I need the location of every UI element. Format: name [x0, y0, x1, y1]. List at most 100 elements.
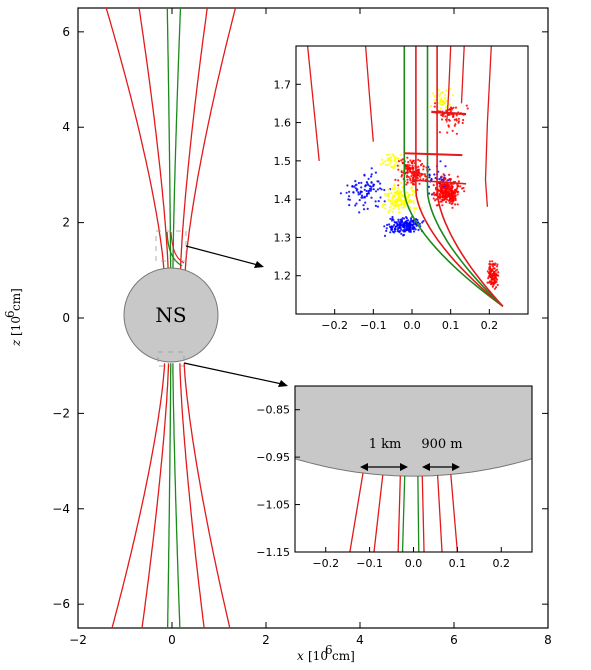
yellow-particle: [440, 97, 443, 100]
blue-particle: [392, 231, 396, 234]
red-particle: [442, 194, 445, 197]
red-particle: [459, 185, 462, 188]
red-particle: [486, 281, 489, 284]
yellow-particle: [388, 209, 391, 212]
red-particle: [449, 200, 452, 203]
inset-top-red-line: [460, 45, 465, 104]
yellow-particle: [386, 163, 389, 167]
blue-particle: [401, 217, 404, 220]
yellow-particle: [400, 168, 403, 171]
main-x-axis-label: x [10 6 cm]: [297, 643, 355, 663]
red-particle: [447, 189, 450, 192]
red-particle: [416, 171, 419, 174]
red-particle: [495, 286, 498, 289]
red-particle: [433, 105, 436, 108]
yellow-particle: [386, 194, 389, 197]
red-particle: [411, 164, 414, 167]
red-particle: [447, 118, 451, 121]
red-particle: [438, 185, 441, 188]
red-particle: [497, 271, 500, 274]
red-particle: [433, 191, 436, 194]
inset-top-streak: [404, 152, 463, 157]
inset-bottom-x-ticks: −0.2 −0.1 0.0 0.1 0.2: [312, 547, 510, 570]
red-particle: [423, 173, 426, 176]
blue-particle: [363, 188, 366, 191]
blue-particle: [374, 190, 378, 193]
blue-particle: [396, 230, 399, 233]
red-particle: [451, 129, 454, 132]
blue-particle: [361, 196, 364, 199]
red-particle: [397, 179, 400, 182]
red-particle: [419, 159, 422, 162]
inset-top-y-tick-label: 1.6: [274, 117, 292, 130]
red-particle: [405, 165, 408, 168]
red-particle: [432, 184, 435, 187]
yellow-particle: [392, 154, 395, 157]
yellow-particle: [387, 192, 390, 195]
red-particle: [443, 198, 446, 201]
yellow-particle: [403, 204, 406, 207]
yellow-particle: [399, 153, 402, 157]
blue-particle: [408, 226, 412, 230]
red-particle: [489, 275, 492, 279]
red-particle: [440, 175, 443, 178]
red-field-line-upper: [179, 7, 208, 273]
red-particle: [457, 180, 460, 183]
red-particle: [405, 175, 408, 178]
blue-particle: [393, 223, 396, 227]
svg-text:x: x: [297, 649, 304, 663]
yellow-particle: [400, 206, 403, 209]
yellow-particle: [394, 198, 397, 202]
blue-particle: [417, 228, 420, 231]
blue-particle: [400, 232, 403, 235]
yellow-particle: [442, 102, 445, 105]
blue-particle: [348, 190, 351, 193]
red-particle: [489, 266, 492, 269]
red-particle: [445, 192, 448, 195]
red-particle: [462, 118, 465, 122]
red-particle: [496, 273, 499, 276]
blue-particle: [434, 176, 437, 180]
yellow-particle: [379, 163, 382, 166]
red-particle: [451, 187, 454, 190]
yellow-particle: [399, 190, 402, 194]
yellow-particle: [445, 89, 448, 92]
blue-particle: [385, 227, 388, 230]
blue-particle: [351, 185, 354, 188]
yellow-particle: [396, 187, 400, 190]
yellow-particle: [434, 99, 437, 102]
red-particle: [447, 186, 450, 189]
blue-particle: [407, 219, 410, 222]
yellow-particle: [400, 181, 403, 185]
inset-bottom-y-ticks: −0.85 −0.95 −1.05 −1.15: [256, 404, 300, 559]
red-particle: [434, 193, 437, 196]
blue-particle: [409, 230, 412, 233]
svg-text:z: z: [9, 339, 23, 347]
red-particle: [454, 188, 457, 191]
red-particle: [496, 263, 499, 266]
red-particle: [411, 166, 414, 169]
red-particle: [409, 159, 412, 162]
yellow-particle: [396, 199, 399, 202]
red-particle: [491, 268, 494, 271]
inset-top-x-ticks: −0.2 −0.1 0.0 0.1 0.2: [321, 309, 498, 332]
yellow-particle: [409, 199, 412, 202]
blue-particle: [399, 226, 402, 229]
main-y-tick-label: 4: [62, 120, 70, 134]
inset-bottom-red-line: [397, 475, 401, 553]
blue-particle: [374, 171, 377, 174]
yellow-particle: [433, 94, 436, 97]
arrow-top: [185, 245, 264, 268]
red-particle: [412, 183, 415, 186]
red-particle: [450, 197, 453, 200]
blue-particle: [390, 226, 393, 229]
red-particle: [397, 160, 400, 163]
inset-top-red-line: [436, 46, 504, 307]
red-particle: [397, 184, 400, 187]
yellow-particle: [386, 153, 389, 156]
blue-particle: [398, 224, 401, 228]
red-particle: [451, 185, 454, 188]
red-particle: [491, 281, 494, 284]
inset-bottom-x-tick-label: −0.1: [356, 557, 383, 570]
yellow-particle: [386, 159, 389, 162]
